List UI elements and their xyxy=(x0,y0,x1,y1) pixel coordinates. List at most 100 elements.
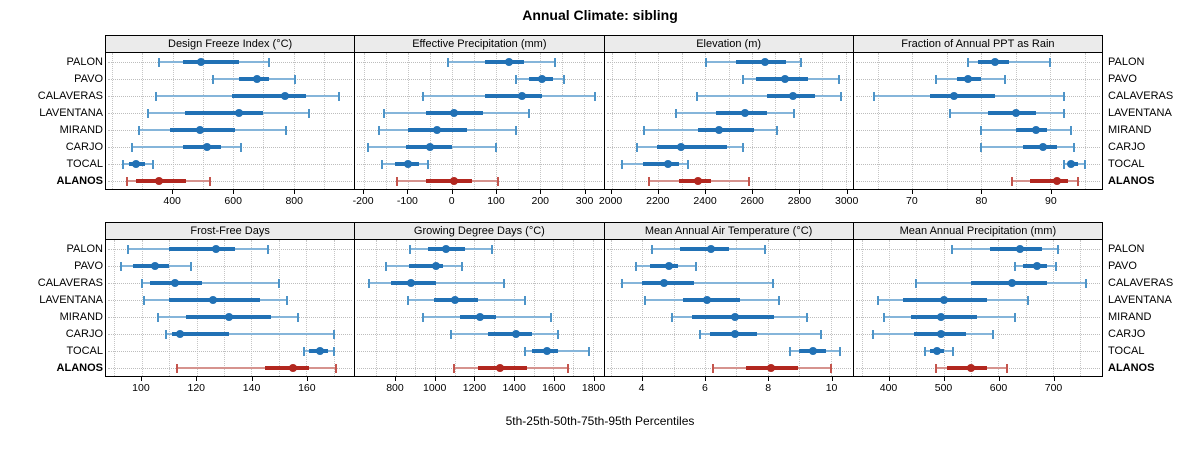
gridline-v xyxy=(912,53,914,189)
cap-p95-alanos xyxy=(567,364,570,373)
gridline-v xyxy=(971,240,973,376)
iqr-bar-calaveras xyxy=(642,281,695,285)
gridline-v xyxy=(634,53,636,189)
cap-p5-palon xyxy=(446,58,449,67)
x-axis: 400 600 800 xyxy=(105,190,355,215)
gridline-v xyxy=(386,53,387,189)
tick-label: 2800 xyxy=(787,195,812,207)
gridline-v xyxy=(517,53,519,189)
iqr-bar-pavo xyxy=(133,264,170,268)
cap-p95-alanos xyxy=(209,177,212,186)
strip-header: Fraction of Annual PPT as Rain xyxy=(852,35,1103,53)
gridline-v xyxy=(202,53,204,189)
panels-wrap: Frost-Free Days 100 120 140 160 Growing Degre… xyxy=(105,222,1103,402)
tick-label: 140 xyxy=(242,382,261,394)
cap-p95-mirand xyxy=(550,313,553,322)
panel-elevation-m-: Elevation (m) 2000 2200 2400 2600 2800 3000 xyxy=(599,35,858,215)
whisker-alanos xyxy=(177,367,337,369)
panel-body xyxy=(852,240,1103,377)
tick-mark xyxy=(998,377,1000,381)
cap-p5-tocal xyxy=(380,160,383,169)
iqr-bar-alanos xyxy=(265,366,309,370)
iqr-bar-palon xyxy=(169,247,235,251)
gridline-v xyxy=(494,240,496,376)
median-dot-palon xyxy=(505,58,514,66)
median-dot-palon xyxy=(707,245,716,253)
cap-p95-mirand xyxy=(297,313,300,322)
median-dot-tocal xyxy=(663,160,672,168)
cap-p95-palon xyxy=(1049,58,1052,67)
gridline-v xyxy=(141,240,143,376)
cap-p95-calaveras xyxy=(503,279,505,288)
row-guide xyxy=(606,164,851,165)
panel-body xyxy=(852,53,1103,190)
row-guide xyxy=(606,266,851,267)
tick-label: 90 xyxy=(1045,195,1057,207)
iqr-bar-pavo xyxy=(650,264,679,268)
cap-p5-laventana xyxy=(877,296,880,305)
tick-mark xyxy=(584,190,586,194)
median-dot-palon xyxy=(441,245,450,253)
row-guide xyxy=(855,164,1100,165)
median-dot-mirand xyxy=(715,126,724,134)
row-guide xyxy=(855,147,1100,148)
gridline-v xyxy=(943,240,945,376)
gridline-v xyxy=(1025,240,1027,376)
whisker-carjo xyxy=(166,333,334,335)
gridline-v xyxy=(474,240,476,376)
cap-p95-calaveras xyxy=(593,92,596,101)
gridline-v xyxy=(172,53,174,189)
gridline-v xyxy=(395,240,397,376)
cap-p5-calaveras xyxy=(915,279,918,288)
gridline-v xyxy=(946,53,948,189)
site-label-alanos: ALANOS xyxy=(56,175,103,187)
median-dot-carjo xyxy=(511,330,520,338)
site-labels-right: PALON PAVO CALAVERAS LAVENTANA MIRAND CARJO TO… xyxy=(1108,35,1198,217)
iqr-bar-palon xyxy=(484,60,525,64)
iqr-bar-laventana xyxy=(184,111,264,115)
row-guide xyxy=(108,181,353,182)
cap-p95-calaveras xyxy=(771,279,774,288)
iqr-bar-palon xyxy=(990,247,1042,251)
site-label-pavo: PAVO xyxy=(1108,260,1137,272)
row-guide xyxy=(855,130,1100,131)
cap-p5-alanos xyxy=(395,177,398,186)
cap-p95-calaveras xyxy=(1084,279,1087,288)
gridline-v xyxy=(572,240,574,376)
median-dot-carjo xyxy=(1039,143,1048,151)
median-dot-mirand xyxy=(937,313,946,321)
cap-p95-carjo xyxy=(332,330,335,339)
panel-mean-annual-air-temperature-c-: Mean Annual Air Temperature (°C) 4 6 8 10 xyxy=(603,222,854,402)
cap-p5-mirand xyxy=(671,313,674,322)
tick-mark xyxy=(495,190,497,194)
tick-label: 160 xyxy=(298,382,316,394)
gridline-v xyxy=(539,53,541,189)
cap-p95-tocal xyxy=(151,160,154,169)
median-dot-calaveras xyxy=(949,92,958,100)
tick-mark xyxy=(474,377,476,381)
strip-header: Frost-Free Days xyxy=(105,222,356,240)
median-dot-pavo xyxy=(537,75,546,83)
tick-label: 100 xyxy=(132,382,150,394)
cap-p5-carjo xyxy=(871,330,874,339)
median-dot-alanos xyxy=(288,364,297,372)
whisker-calaveras xyxy=(621,282,773,284)
gridline-v xyxy=(1050,53,1052,189)
tick-label: 2000 xyxy=(598,195,623,207)
iqr-bar-pavo xyxy=(409,264,443,268)
tick-mark xyxy=(641,377,643,381)
cap-p5-mirand xyxy=(422,313,425,322)
cap-p95-alanos xyxy=(1076,177,1079,186)
tick-mark xyxy=(294,190,296,194)
tick-mark xyxy=(1053,377,1055,381)
median-dot-tocal xyxy=(543,347,552,355)
x-axis: 4 6 8 10 xyxy=(604,377,854,402)
site-label-carjo: CARJO xyxy=(65,328,103,340)
median-dot-laventana xyxy=(450,296,459,304)
cap-p95-palon xyxy=(268,58,271,67)
cap-p95-palon xyxy=(1057,245,1060,254)
median-dot-calaveras xyxy=(789,92,798,100)
median-dot-laventana xyxy=(702,296,711,304)
tick-label: 400 xyxy=(163,195,181,207)
gridline-v xyxy=(233,53,235,189)
